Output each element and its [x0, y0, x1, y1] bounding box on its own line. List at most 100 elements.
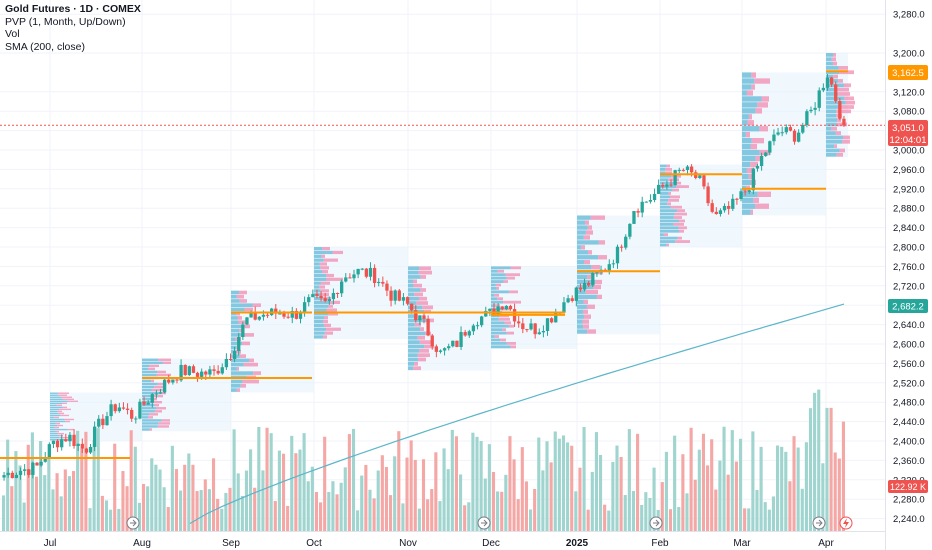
profile-bar-down: [417, 353, 430, 358]
profile-bar-down: [322, 296, 331, 301]
profile-bar-down: [585, 220, 589, 225]
candle-body: [134, 418, 138, 420]
candle-body: [471, 325, 476, 332]
profile-bar-up: [50, 438, 67, 441]
candle-body: [68, 434, 72, 442]
symbol-title[interactable]: Gold Futures · 1D · COMEX: [5, 3, 141, 15]
profile-bar-up: [231, 307, 245, 312]
candle-body: [154, 393, 159, 395]
volume-bar: [203, 479, 207, 531]
candle-body: [710, 203, 714, 212]
profile-bar-down: [428, 318, 434, 323]
candle-body: [113, 404, 117, 412]
volume-bar: [821, 463, 825, 531]
profile-bar-up: [491, 297, 498, 301]
profile-bar-up: [742, 161, 751, 168]
volume-bar: [380, 455, 384, 531]
volume-bar: [491, 471, 496, 531]
profile-bar-down: [593, 284, 601, 290]
profile-bar-up: [231, 341, 243, 346]
pvp-indicator-label[interactable]: PVP (1, Month, Up/Down): [5, 15, 126, 28]
price-tick-label: 2,840.0: [893, 223, 925, 234]
profile-bar-up: [577, 309, 583, 314]
candle-body: [529, 323, 533, 330]
price-tick-label: 2,280.0: [893, 495, 925, 506]
profile-bar-up: [742, 173, 749, 180]
profile-bar-up: [660, 171, 666, 175]
price-axis[interactable]: 3,280.03,200.03,120.03,080.03,040.03,000…: [893, 10, 925, 525]
volume-bar: [722, 426, 726, 531]
volume-bar: [92, 440, 96, 531]
profile-bar-down: [672, 188, 679, 192]
profile-bar-up: [577, 294, 597, 300]
candle-body: [195, 372, 200, 377]
volume-bar: [351, 428, 356, 531]
profile-bar-up: [314, 312, 329, 316]
profile-bar-down: [750, 161, 758, 168]
profile-bar-down: [844, 96, 854, 101]
profile-bar-up: [231, 358, 250, 363]
profile-bar-up: [231, 294, 237, 299]
profile-bar-up: [231, 337, 236, 341]
candle-body: [776, 132, 780, 135]
profile-bar-up: [491, 321, 505, 325]
profile-bar-down: [754, 78, 770, 84]
volume-bar: [524, 481, 528, 531]
profile-bar-up: [577, 220, 586, 225]
candle-body: [796, 132, 801, 142]
profile-bar-up: [742, 191, 758, 197]
volume-bar: [113, 443, 117, 531]
event-markers[interactable]: [126, 516, 853, 530]
volume-bar: [430, 489, 434, 531]
candle-body: [517, 321, 521, 324]
volume-bar: [619, 457, 623, 531]
profile-bar-up: [660, 188, 673, 192]
profile-bar-up: [577, 240, 599, 245]
price-tick-label: 3,200.0: [893, 49, 925, 60]
candle-body: [574, 287, 578, 301]
profile-bar-up: [826, 70, 840, 75]
volume-bar: [277, 450, 281, 531]
sma-indicator-label[interactable]: SMA (200, close): [5, 40, 85, 53]
profile-bar-up: [142, 425, 158, 428]
volume-bar: [43, 475, 47, 531]
profile-bar-down: [324, 331, 333, 335]
profile-bar-down: [160, 391, 166, 395]
volume-bar: [331, 481, 335, 531]
profile-bar-down: [839, 148, 845, 153]
candle-body: [60, 439, 64, 448]
volume-bar: [603, 504, 607, 531]
profile-bar-down: [498, 317, 510, 321]
time-axis[interactable]: Jul Aug Sep Oct Nov Dec 2025 Feb Mar Apr: [44, 538, 835, 549]
profile-bar-down: [151, 397, 157, 401]
profile-bar-up: [826, 144, 835, 148]
poc-badge-bg: [888, 65, 928, 80]
candle-body: [158, 392, 163, 394]
volume-bar: [697, 449, 701, 531]
profile-bar-up: [408, 344, 425, 349]
profile-bar-up: [142, 413, 149, 416]
profile-bar-down: [67, 400, 78, 403]
volume-bar: [825, 407, 829, 531]
volume-bar: [281, 453, 286, 531]
candle-body: [331, 292, 336, 300]
volume-bar: [405, 457, 409, 531]
profile-bar-up: [408, 357, 418, 362]
profile-bar-up: [491, 338, 501, 342]
profile-bar-down: [583, 260, 590, 265]
candle-body: [162, 379, 167, 393]
volume-bar: [30, 432, 34, 531]
vol-indicator-label[interactable]: Vol: [5, 28, 20, 40]
candle-body: [335, 292, 340, 294]
profile-bar-down: [322, 270, 328, 274]
candle-body: [426, 318, 430, 336]
profile-bar-up: [491, 328, 503, 332]
candle-body: [533, 323, 537, 335]
volume-bar: [689, 427, 693, 531]
volume-bar: [34, 476, 39, 531]
volume-bar: [463, 505, 467, 531]
profile-bar-down: [839, 105, 854, 109]
profile-bar-down: [590, 215, 605, 220]
profile-bar-down: [416, 301, 428, 305]
